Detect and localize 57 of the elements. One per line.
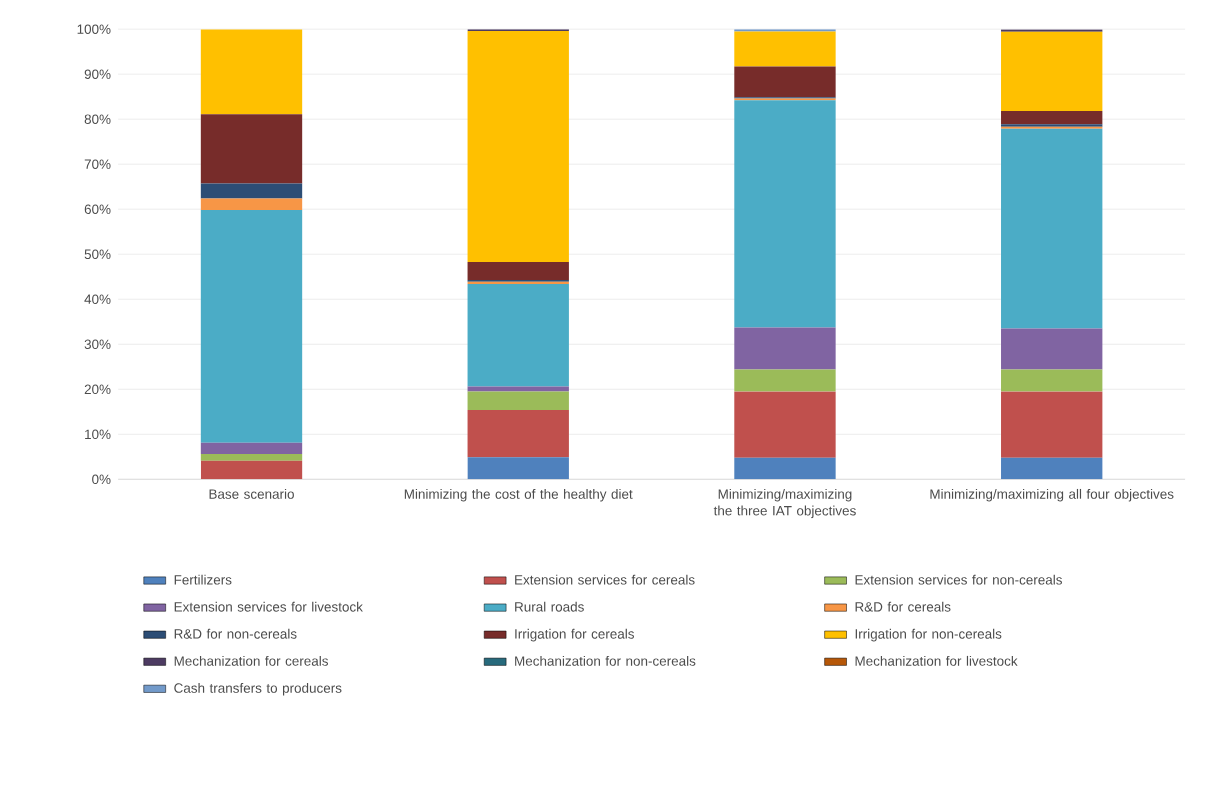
bar xyxy=(734,31,836,67)
legend-label: Irrigation for non-cereals xyxy=(855,628,1002,642)
bar xyxy=(200,114,303,184)
bar xyxy=(734,100,836,328)
y-tick-label: 30% xyxy=(84,339,111,349)
bar xyxy=(467,30,569,262)
bar xyxy=(734,391,836,458)
bar xyxy=(1001,457,1103,480)
bar xyxy=(1001,391,1103,458)
bar xyxy=(467,386,569,392)
bar xyxy=(467,283,569,387)
bar xyxy=(1001,369,1103,392)
bar xyxy=(1001,110,1103,124)
bar xyxy=(200,209,303,443)
bar xyxy=(467,409,569,457)
legend-label: R&D for cereals xyxy=(855,601,951,612)
x-tick-label: Minimizing/maximizing the three IAT objectives xyxy=(713,488,856,518)
x-tick-label: Minimizing the cost of the healthy diet xyxy=(404,488,633,502)
legend-label: Mechanization for cereals xyxy=(174,655,328,666)
legend-label: Mechanization for livestock xyxy=(855,655,1018,666)
y-tick-label: 10% xyxy=(85,429,111,439)
y-tick-label: 20% xyxy=(84,384,111,394)
bar xyxy=(734,66,836,97)
bar xyxy=(1001,128,1103,329)
y-tick-label: 70% xyxy=(84,159,111,169)
y-tick-label: 40% xyxy=(84,294,111,304)
legend-label: Cash transfers to producers xyxy=(174,682,342,696)
bar xyxy=(1001,328,1103,370)
legend-label: R&D for non-cereals xyxy=(174,628,297,639)
bar xyxy=(734,327,836,370)
bar xyxy=(200,453,303,461)
y-tick-label: 0% xyxy=(92,474,111,484)
legend-label: Extension services for non-cereals xyxy=(855,574,1062,585)
bar xyxy=(200,460,303,480)
legend-label: Extension services for livestock xyxy=(174,601,363,612)
y-tick-label: 80% xyxy=(84,114,111,124)
bar xyxy=(467,457,569,480)
legend-label: Mechanization for non-cereals xyxy=(515,655,696,666)
y-tick-label: 50% xyxy=(84,249,111,259)
y-tick-label: 100% xyxy=(77,24,111,34)
bar xyxy=(734,369,836,392)
y-tick-label: 60% xyxy=(84,204,111,214)
bar xyxy=(734,457,836,480)
legend-label: Irrigation for cereals xyxy=(515,628,634,642)
bar xyxy=(200,442,303,454)
bar xyxy=(200,183,303,199)
bar xyxy=(200,198,303,210)
bar xyxy=(200,29,303,115)
legend-label: Rural roads xyxy=(515,601,584,612)
x-tick-label: Minimizing/maximizing all four objectives xyxy=(930,488,1174,502)
legend-label: Extension services for cereals xyxy=(515,574,695,585)
legend-label: Fertilizers xyxy=(174,574,232,585)
y-tick-label: 90% xyxy=(84,69,111,79)
bar xyxy=(467,261,569,280)
bar xyxy=(467,391,569,410)
bar xyxy=(1001,31,1103,111)
x-tick-label: Base scenario xyxy=(209,488,294,499)
